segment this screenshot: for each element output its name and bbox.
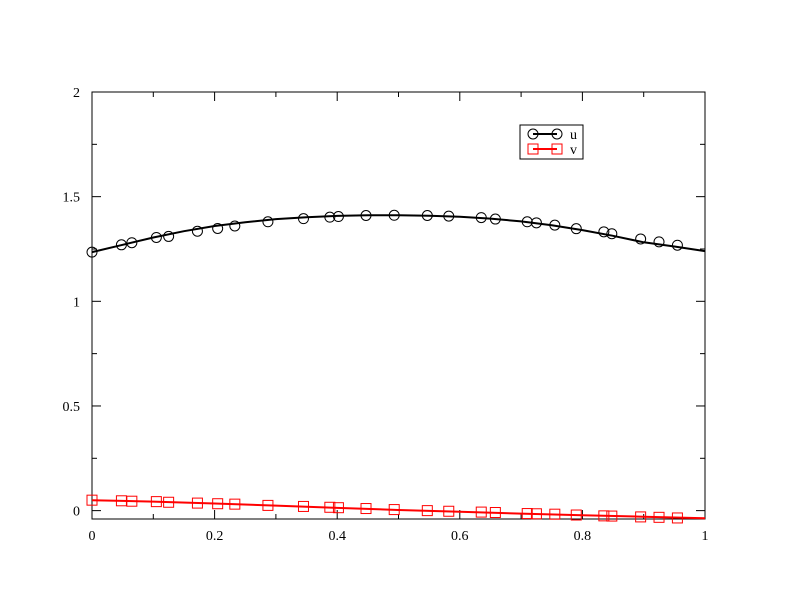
y-tick-label: 1.5 [63, 191, 81, 206]
series-u-point [126, 237, 138, 249]
y-tick-label: 2 [73, 86, 80, 101]
series-u-point [191, 225, 203, 237]
x-tick-label: 0.4 [328, 529, 346, 544]
series-u-point [570, 223, 582, 235]
series-u [86, 209, 706, 258]
series-v-point [606, 510, 618, 522]
series-v-point [262, 499, 274, 511]
series-u-point [388, 209, 400, 221]
series-v-point [521, 508, 533, 520]
legend-u-marker-left [527, 128, 539, 140]
series-u-point [421, 209, 433, 221]
series-u-point [86, 246, 98, 258]
legend-v-marker-left [527, 143, 539, 155]
series-u-point [521, 216, 533, 228]
series-u-point [598, 226, 610, 238]
series-v-point [570, 509, 582, 521]
series-u-point [212, 222, 224, 234]
series-u-point [332, 211, 344, 223]
x-tick-label: 0.6 [451, 529, 469, 544]
series-v-point [150, 496, 162, 508]
series-v-point [530, 508, 542, 520]
series-u-line [91, 214, 706, 254]
series-v-point [475, 506, 487, 518]
legend-u-marker-right [551, 128, 563, 140]
x-tick-label: 1 [702, 529, 709, 544]
series-u-point [297, 213, 309, 225]
y-tick-label: 0.5 [63, 400, 81, 415]
series-v-point [163, 496, 175, 508]
legend-v-label: v [570, 143, 577, 158]
series-v-line [91, 499, 706, 520]
series-v-point [671, 512, 683, 524]
series-u-point [115, 239, 127, 251]
x-tick-label: 0.8 [574, 529, 592, 544]
series-u-point [262, 216, 274, 228]
series-u-point [671, 239, 683, 251]
series-v-point [549, 508, 561, 520]
series-u-point [606, 228, 618, 240]
series-v-point [229, 498, 241, 510]
series-v-point [635, 511, 647, 523]
legend-v-marker-right [551, 143, 563, 155]
series-v-point [86, 494, 98, 506]
y-tick-label: 1 [73, 295, 80, 310]
series-u-point [530, 217, 542, 229]
series-v-point [324, 501, 336, 513]
series-v-point [297, 500, 309, 512]
series-u-point [443, 210, 455, 222]
series-v-point [598, 510, 610, 522]
series-u-point [150, 231, 162, 243]
series-v-point [212, 498, 224, 510]
series-u-point [635, 233, 647, 245]
series-v-point [388, 504, 400, 516]
series-u-point [360, 209, 372, 221]
series-v-point [360, 503, 372, 515]
series-v-point [653, 511, 665, 523]
legend: u v [519, 124, 584, 160]
y-tick-label: 0 [73, 505, 80, 520]
series-v-point [126, 495, 138, 507]
series-v-point [489, 507, 501, 519]
series-u-point [324, 211, 336, 223]
legend-u-label: u [570, 128, 577, 143]
series-u-point [475, 212, 487, 224]
series-v-point [332, 502, 344, 514]
series-u-point [489, 213, 501, 225]
series-v-point [443, 505, 455, 517]
series-u-point [163, 230, 175, 242]
x-tick-label: 0.2 [206, 529, 224, 544]
x-tick-label: 0 [89, 529, 96, 544]
series-v [86, 494, 706, 524]
series-v-point [421, 505, 433, 517]
series-layer [86, 209, 706, 524]
series-u-point [229, 220, 241, 232]
series-u-point [549, 219, 561, 231]
series-v-point [191, 497, 203, 509]
series-u-point [653, 236, 665, 248]
